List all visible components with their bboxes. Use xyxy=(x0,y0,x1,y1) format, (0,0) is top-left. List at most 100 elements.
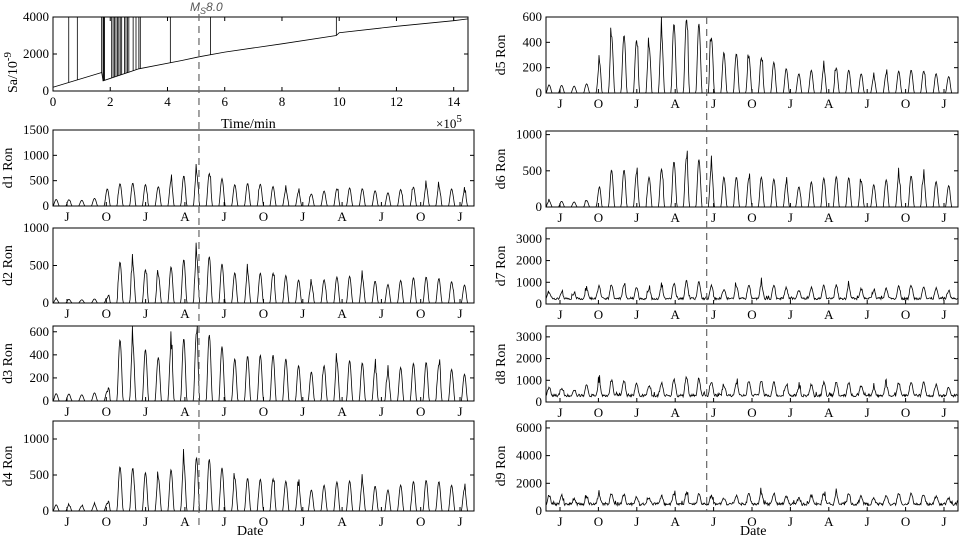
month-label: A xyxy=(824,96,834,111)
panel-d2: 0 500 1000 d2 Ron J O J A J O J A J O J xyxy=(1,220,475,321)
month-label: J xyxy=(379,306,384,321)
month-label: J xyxy=(457,306,462,321)
month-label: O xyxy=(594,307,603,322)
month-label: J xyxy=(64,306,69,321)
month-label: J xyxy=(143,306,148,321)
panel-d7: 0 1000 2000 3000 d7 Ron J O J A J O J A J O J xyxy=(494,227,959,322)
month-label: J xyxy=(788,307,793,322)
month-label: J xyxy=(865,514,870,529)
month-label: A xyxy=(180,404,190,419)
month-label: J xyxy=(64,404,69,419)
panel-frame xyxy=(52,16,469,92)
month-label: O xyxy=(416,404,425,419)
month-label: J xyxy=(711,307,716,322)
y-tick-label: 0 xyxy=(43,83,50,98)
month-label: J xyxy=(300,306,305,321)
month-label: J xyxy=(865,210,870,225)
y-tick-label: 0 xyxy=(43,198,50,213)
month-label: J xyxy=(457,514,462,529)
month-label: J xyxy=(634,96,639,111)
d8-radon-trace xyxy=(545,375,959,399)
month-label: J xyxy=(634,307,639,322)
y-tick-label: 0 xyxy=(43,393,50,408)
panel-frame xyxy=(545,420,959,512)
y-tick-label: 2000 xyxy=(516,475,542,490)
month-label: O xyxy=(747,210,756,225)
month-label: J xyxy=(143,209,148,224)
month-label: J xyxy=(64,514,69,529)
month-label: J xyxy=(711,405,716,420)
month-label: O xyxy=(102,306,111,321)
month-label: J xyxy=(143,404,148,419)
panel-frame xyxy=(52,129,475,207)
month-label: O xyxy=(259,404,268,419)
month-label: J xyxy=(711,210,716,225)
top-x-exponent: ×105 xyxy=(436,113,462,131)
month-label: J xyxy=(865,307,870,322)
y-tick-label: 1000 xyxy=(23,147,49,162)
month-label: A xyxy=(337,514,347,529)
y-tick-label: 0 xyxy=(43,295,50,310)
y-axis-label: d4 Ron xyxy=(1,446,16,487)
y-axis-label: d6 Ron xyxy=(494,149,509,190)
month-label: O xyxy=(102,209,111,224)
month-label: O xyxy=(747,96,756,111)
y-axis-label: d2 Ron xyxy=(1,245,16,286)
panel-frame xyxy=(52,227,475,304)
y-tick-label: 1500 xyxy=(23,122,49,137)
month-label: J xyxy=(865,405,870,420)
month-label: J xyxy=(865,96,870,111)
month-label: J xyxy=(634,210,639,225)
month-label: A xyxy=(824,405,834,420)
panel-frame xyxy=(545,16,959,94)
panel-frame xyxy=(52,420,475,512)
earthquake-label: MS8.0 xyxy=(190,0,223,16)
month-label: J xyxy=(557,514,562,529)
y-tick-label: 200 xyxy=(30,370,50,385)
top-ylabel: Sa/10-9 xyxy=(2,51,21,93)
y-tick-label: 400 xyxy=(523,34,543,49)
month-label: J xyxy=(941,96,946,111)
y-tick-label: 500 xyxy=(30,258,50,273)
y-tick-label: 0 xyxy=(43,503,50,518)
month-label: O xyxy=(416,306,425,321)
month-label: O xyxy=(747,405,756,420)
month-label: O xyxy=(416,209,425,224)
month-label: A xyxy=(671,514,681,529)
month-label: O xyxy=(416,514,425,529)
y-tick-label: 0 xyxy=(536,394,543,409)
month-label: J xyxy=(788,96,793,111)
date-xlabel-left: Date xyxy=(237,524,263,539)
month-label: A xyxy=(180,306,190,321)
y-tick-label: 0 xyxy=(536,199,543,214)
month-label: J xyxy=(557,96,562,111)
x-tick-label: 0 xyxy=(50,94,57,109)
y-axis-label: d3 Ron xyxy=(1,343,16,384)
x-tick-label: 6 xyxy=(221,94,228,109)
y-tick-label: 2000 xyxy=(516,351,542,366)
month-label: J xyxy=(64,209,69,224)
top-xlabel: Time/min xyxy=(221,117,276,132)
month-label: J xyxy=(222,306,227,321)
d4-radon-trace xyxy=(52,448,474,512)
month-label: A xyxy=(671,405,681,420)
date-xlabel-right: Date xyxy=(740,524,766,539)
y-tick-label: 3000 xyxy=(516,231,542,246)
month-label: J xyxy=(457,404,462,419)
month-label: O xyxy=(747,307,756,322)
month-label: O xyxy=(747,514,756,529)
panel-d1: 0 500 1000 1500 d1 Ron J O J A J O J A J O J xyxy=(1,122,475,224)
month-label: O xyxy=(594,405,603,420)
month-label: A xyxy=(337,209,347,224)
panel-d3: 0 200 400 600 d3 Ron J O J A J O J A J O J xyxy=(1,324,475,419)
panel-d4: 0 500 1000 d4 Ron J O J A J O J A J O J xyxy=(1,420,475,529)
x-tick-label: 12 xyxy=(390,94,403,109)
month-label: J xyxy=(222,514,227,529)
y-tick-label: 400 xyxy=(30,347,50,362)
month-label: J xyxy=(222,404,227,419)
y-tick-label: 500 xyxy=(30,173,50,188)
month-label: A xyxy=(671,96,681,111)
panel-d8: 0 1000 2000 3000 d8 Ron J O J A J O J A J O J xyxy=(494,325,959,420)
